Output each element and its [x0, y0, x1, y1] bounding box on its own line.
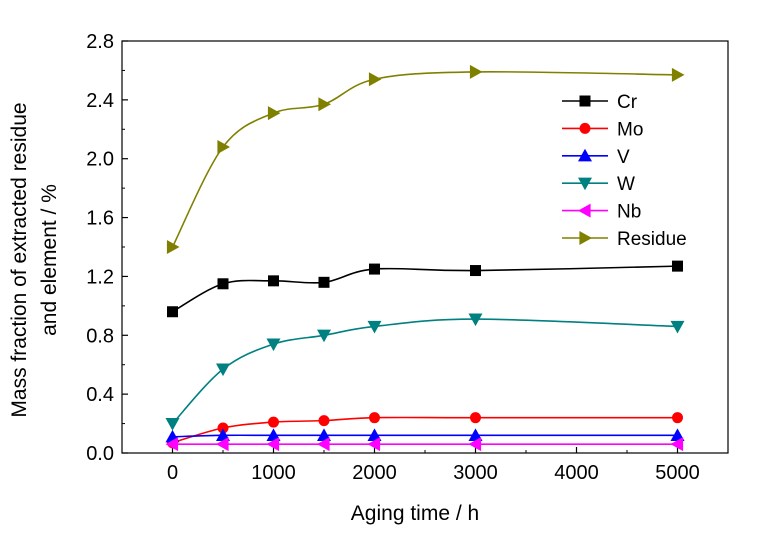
data-point-residue	[267, 106, 281, 121]
legend-item-mo: Mo	[562, 119, 643, 140]
y-axis-title-line-1: Mass fraction of extracted residue	[8, 102, 31, 417]
y-tick-label: 0.4	[86, 384, 114, 406]
series-residue	[166, 64, 685, 254]
series-w	[165, 313, 685, 431]
data-point-cr	[470, 265, 481, 277]
data-point-mo	[369, 412, 380, 424]
legend-marker-v	[578, 148, 592, 162]
legend-label-cr: Cr	[617, 92, 638, 113]
legend-label-w: W	[617, 174, 635, 195]
data-point-cr	[217, 278, 229, 290]
legend-item-residue: Residue	[562, 229, 687, 250]
legend-item-cr: Cr	[562, 92, 638, 113]
x-tick-label: 3000	[453, 462, 498, 484]
series-line-mo	[172, 416, 678, 444]
y-tick-label: 0.0	[86, 443, 114, 465]
legend-item-v: V	[562, 147, 630, 168]
data-point-residue	[368, 72, 382, 87]
data-point-mo	[217, 422, 229, 434]
data-point-nb	[216, 437, 229, 452]
data-point-v	[216, 428, 230, 441]
data-point-mo	[672, 412, 683, 424]
data-point-w	[670, 320, 685, 334]
legend-marker-w	[578, 177, 592, 191]
data-point-residue	[217, 139, 230, 154]
y-tick-label: 2.4	[86, 90, 114, 112]
legend-label-nb: Nb	[617, 202, 641, 223]
series-mo	[167, 412, 683, 449]
x-tick-label: 2000	[352, 462, 397, 484]
y-tick-label: 0.8	[86, 325, 114, 347]
data-point-mo	[268, 416, 279, 428]
data-point-cr	[318, 276, 330, 288]
data-point-mo	[470, 412, 481, 424]
data-point-nb	[317, 437, 330, 452]
data-point-residue	[318, 97, 331, 112]
series-nb	[165, 437, 684, 452]
legend-item-nb: Nb	[562, 202, 641, 223]
data-point-nb	[266, 437, 280, 452]
x-tick-label: 1000	[251, 462, 296, 484]
legend-marker-residue	[579, 231, 592, 245]
legend-label-mo: Mo	[617, 119, 643, 140]
x-axis-title: Aging time / h	[351, 502, 479, 525]
data-point-v	[367, 428, 382, 441]
series-line-w	[171, 318, 678, 425]
data-point-v	[317, 428, 331, 441]
legend-marker-nb	[578, 203, 591, 218]
data-point-v	[670, 428, 685, 441]
data-point-nb	[670, 437, 684, 452]
y-tick-label: 2.0	[86, 149, 114, 171]
data-point-nb	[367, 437, 381, 452]
data-point-nb	[165, 437, 179, 452]
series-line-residue	[171, 70, 678, 248]
y-tick-label: 2.8	[86, 31, 114, 53]
data-point-v	[468, 428, 483, 441]
series-v	[165, 428, 685, 443]
legend-label-residue: Residue	[617, 229, 687, 250]
data-point-w	[165, 417, 180, 431]
data-point-w	[266, 338, 281, 352]
data-point-residue	[671, 67, 685, 82]
legend-marker-cr	[579, 95, 591, 107]
series-line-cr	[172, 265, 678, 313]
legend-item-w: W	[562, 174, 635, 195]
x-tick-label: 0	[167, 462, 178, 484]
data-point-residue	[469, 64, 483, 79]
data-point-cr	[369, 263, 380, 275]
y-axis-title-line-2: and element / %	[38, 184, 61, 336]
data-point-cr	[268, 275, 279, 287]
data-point-w	[216, 363, 230, 377]
data-point-nb	[468, 437, 482, 452]
legend-label-v: V	[617, 147, 630, 168]
data-point-w	[367, 320, 382, 334]
data-point-w	[317, 329, 331, 343]
y-tick-label: 1.2	[86, 266, 114, 288]
data-point-v	[266, 428, 281, 441]
x-tick-label: 5000	[655, 462, 700, 484]
series-line-v	[172, 434, 678, 438]
legend-marker-mo	[579, 122, 591, 134]
y-tick-label: 1.6	[86, 208, 114, 230]
data-point-residue	[166, 240, 180, 254]
x-tick-label: 4000	[554, 462, 599, 484]
series-cr	[167, 260, 683, 318]
data-point-cr	[672, 260, 683, 272]
data-point-mo	[318, 415, 330, 427]
data-point-w	[468, 313, 483, 327]
data-point-cr	[167, 306, 178, 318]
